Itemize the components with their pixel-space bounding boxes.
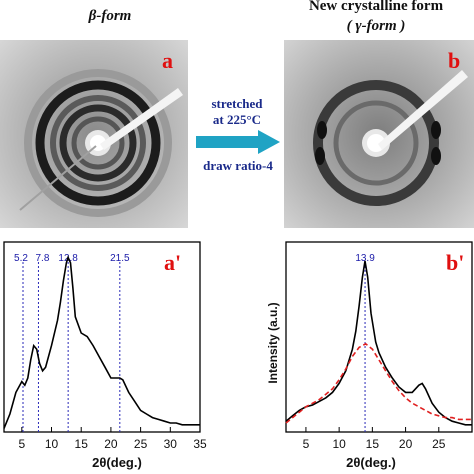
- series-line-black: [285, 260, 472, 426]
- y-axis-title-b-prime: Intensity (a.u.): [266, 302, 280, 384]
- panel-label-b: b: [448, 48, 461, 73]
- panel-label-a-prime: a': [164, 250, 182, 275]
- series-line-red-dashed: [285, 342, 472, 424]
- arrow-right-icon: [196, 130, 280, 154]
- arrow-label-temperature: at 225°C: [212, 112, 262, 127]
- plot-frame: [3, 241, 201, 433]
- peak-label: 5.2: [14, 253, 28, 264]
- x-axis-title-a-prime: 2θ(deg.): [92, 455, 142, 470]
- title-new-form-line2: ( γ-form ): [346, 18, 406, 34]
- x-tick-label: 25: [134, 437, 148, 451]
- xrd-plot-b-prime: 5 10 15 20 25 13.9: [285, 241, 473, 451]
- peak-label: 13.9: [355, 253, 375, 264]
- title-beta-form: β-form: [88, 8, 132, 24]
- x-tick-label: 25: [432, 437, 446, 451]
- x-tick-label: 15: [366, 437, 380, 451]
- diffraction-pattern-a: [0, 40, 188, 228]
- arrow-label-draw-ratio: draw ratio-4: [203, 158, 273, 173]
- x-tick-label: 30: [164, 437, 178, 451]
- x-tick-label: 5: [303, 437, 310, 451]
- title-new-form-line1: New crystalline form: [308, 0, 444, 14]
- peak-label: 7.8: [35, 253, 49, 264]
- x-tick-label: 20: [104, 437, 118, 451]
- xrd-plot-a-prime: 5 10 15 20 25 30 355.2 7.8 12.8 21.5: [3, 241, 207, 451]
- peak-label: 21.5: [110, 253, 130, 264]
- panel-label-a: a: [162, 48, 173, 73]
- x-tick-label: 35: [193, 437, 207, 451]
- diffraction-pattern-b: [284, 40, 474, 228]
- x-tick-label: 10: [45, 437, 59, 451]
- panel-label-b-prime: b': [446, 250, 465, 275]
- x-tick-label: 20: [399, 437, 413, 451]
- arrow-label-stretched: stretched: [211, 96, 263, 111]
- x-axis-title-b-prime: 2θ(deg.): [346, 455, 396, 470]
- x-tick-label: 5: [18, 437, 25, 451]
- x-tick-label: 15: [75, 437, 89, 451]
- x-tick-label: 10: [332, 437, 346, 451]
- plot-frame: [285, 241, 473, 433]
- series-line-black: [3, 255, 200, 429]
